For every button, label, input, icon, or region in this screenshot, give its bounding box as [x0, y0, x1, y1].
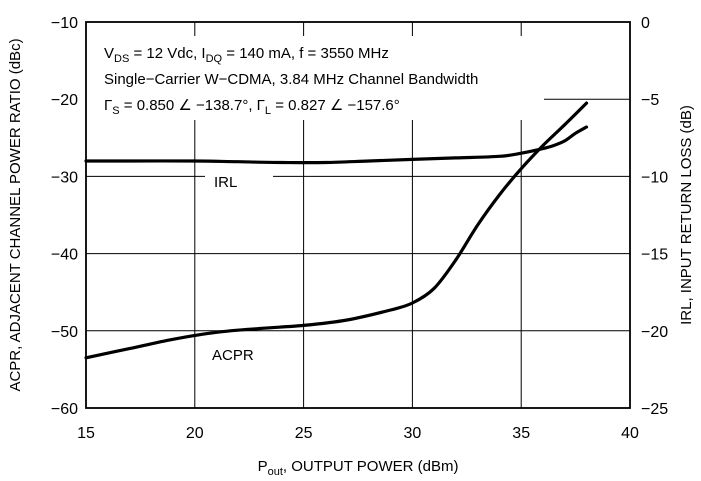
- series-label-irl: IRL: [214, 174, 237, 191]
- y-tick-label: −40: [51, 247, 78, 264]
- y2-axis-title: IRL, INPUT RETURN LOSS (dB): [678, 105, 695, 325]
- y-tick-labels: −10 −20 −30 −40 −50 −60: [51, 15, 78, 418]
- y-axis-title: ACPR, ADJACENT CHANNEL POWER RATIO (dBc): [7, 38, 24, 391]
- plot-frame: [85, 21, 631, 409]
- y-tick-label: −10: [51, 15, 78, 32]
- y-tick-label: −60: [51, 401, 78, 418]
- x-tick-label: 15: [77, 425, 95, 442]
- y2-tick-label: −10: [641, 169, 668, 186]
- acpr-label-mask: [206, 341, 270, 365]
- x-tick-label: 40: [621, 425, 639, 442]
- series-label-acpr: ACPR: [212, 347, 254, 364]
- y2-tick-label: 0: [641, 15, 650, 32]
- x-tick-label: 30: [404, 425, 422, 442]
- series-line-acpr: [84, 101, 589, 360]
- conditions-line-1: VDS = 12 Vdc, IDQ = 140 mA, f = 3550 MHz: [104, 45, 389, 65]
- y-tick-label: −50: [51, 324, 78, 341]
- y-tick-label: −20: [51, 92, 78, 109]
- x-axis-title: Pout, OUTPUT POWER (dBm): [258, 458, 459, 478]
- y2-tick-label: −5: [641, 92, 659, 109]
- conditions-line-2: Single−Carrier W−CDMA, 3.84 MHz Channel …: [104, 71, 478, 88]
- y2-tick-label: −25: [641, 401, 668, 418]
- x-tick-label: 35: [512, 425, 530, 442]
- series-curves: [84, 101, 589, 360]
- y2-tick-labels: 0 −5 −10 −15 −20 −25: [641, 15, 668, 418]
- y2-tick-label: −20: [641, 324, 668, 341]
- x-tick-labels: 15 20 25 30 35 40: [77, 425, 639, 442]
- conditions-mask: [86, 36, 544, 120]
- y-tick-label: −30: [51, 169, 78, 186]
- x-tick-label: 20: [186, 425, 204, 442]
- x-tick-label: 25: [295, 425, 313, 442]
- irl-label-mask: [205, 167, 273, 193]
- series-line-irl: [84, 125, 589, 165]
- y2-tick-label: −15: [641, 247, 668, 264]
- conditions-line-3: ΓS = 0.850 ∠ −138.7°, ΓL = 0.827 ∠ −157.…: [104, 97, 400, 117]
